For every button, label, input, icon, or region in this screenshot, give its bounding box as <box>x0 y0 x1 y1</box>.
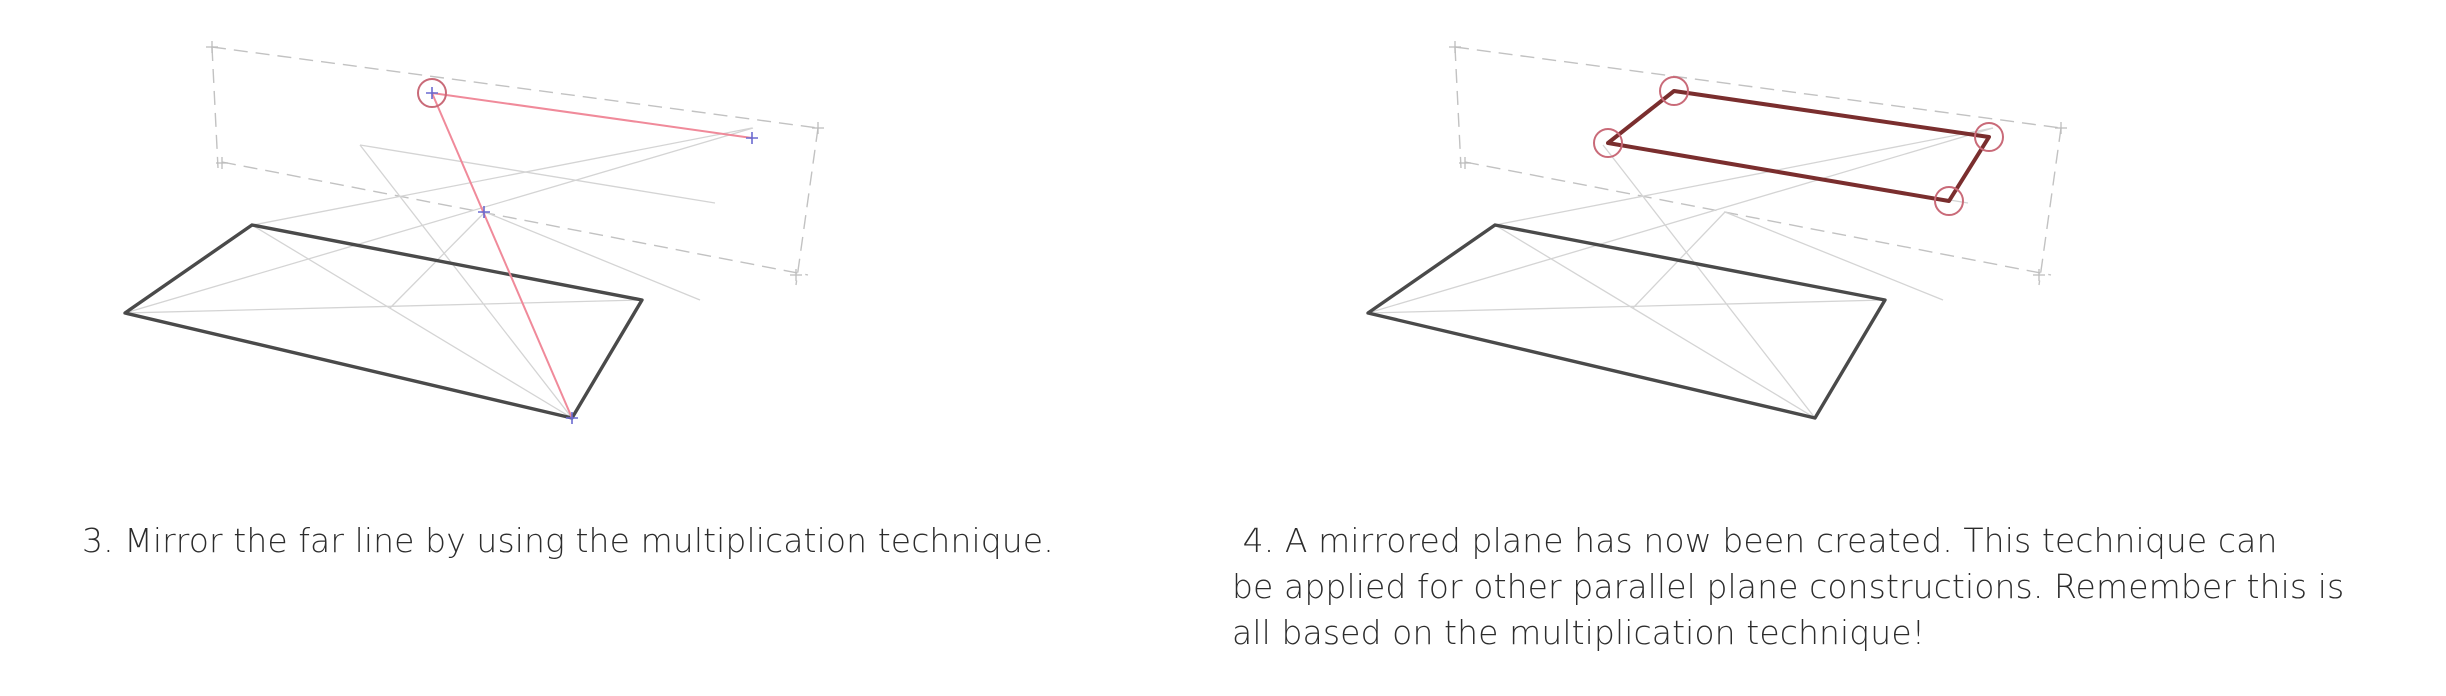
cross-point-marker <box>206 41 218 53</box>
step-4-panel: 4. A mirrored plane has now been created… <box>1223 0 2446 696</box>
circle-highlight-icon <box>1974 122 2004 152</box>
cross-point-marker <box>790 269 802 281</box>
mirrored-far-line <box>431 92 753 139</box>
guide-tick-markers <box>1449 41 2067 281</box>
construction-line <box>1602 144 1816 419</box>
step-4-caption: 4. A mirrored plane has now been created… <box>1232 518 2345 656</box>
step-4-text-line-1: A mirrored plane has now been created. T… <box>1284 521 2278 560</box>
cross-point-marker <box>478 206 490 218</box>
cross-point-marker <box>1449 41 1461 53</box>
cross-point-marker <box>216 157 228 169</box>
cross-point-marker <box>2033 269 2045 281</box>
guide-line-top <box>211 46 819 129</box>
mirror-construction <box>431 92 753 419</box>
base-plane <box>1366 223 1887 420</box>
cross-point-marker <box>426 87 438 99</box>
construction-line <box>1367 127 1994 314</box>
construction-line <box>1494 224 1816 419</box>
cross-point-marker <box>746 132 758 144</box>
base-plane <box>123 223 644 420</box>
cross-point-marker <box>812 122 824 134</box>
construction-line <box>1724 211 1944 301</box>
mirrored-plane <box>1606 89 1991 203</box>
guide-line-bottom <box>1464 161 2052 276</box>
construction-lines <box>1367 127 1994 419</box>
step-3-text: Mirror the far line by using the multipl… <box>124 521 1054 560</box>
guide-line-left-vertical <box>211 46 219 169</box>
construction-line <box>359 144 573 419</box>
circle-highlight-icon <box>417 78 447 108</box>
construction-line <box>1494 127 1994 226</box>
step-3-panel: 3. Mirror the far line by using the mult… <box>82 41 1182 564</box>
cross-point-marker <box>1459 157 1471 169</box>
construction-line <box>484 211 701 301</box>
step-4-diagram <box>1366 41 2067 420</box>
dashed-guide-lines <box>1454 46 2062 286</box>
step-3-number: 3. <box>82 521 114 560</box>
guide-tick-markers <box>206 41 824 281</box>
circle-highlight-icon <box>1593 128 1623 158</box>
construction-line <box>251 224 573 419</box>
guide-line-bottom <box>221 161 809 276</box>
guide-line-right-vertical <box>795 127 819 286</box>
cross-point-marker <box>2055 122 2067 134</box>
step-4-number: 4. <box>1242 521 1275 560</box>
circle-highlight-icon <box>1934 186 1964 216</box>
step-4-text-line-2: be applied for other parallel plane cons… <box>1232 567 2345 606</box>
construction-line <box>124 127 754 314</box>
guide-line-top <box>1454 46 2062 129</box>
point-markers <box>426 87 758 424</box>
step-3-diagram <box>123 41 824 424</box>
circle-highlight-icon <box>1659 76 1689 106</box>
step-4-caption-line-1: 4. A mirrored plane has now been created… <box>1232 518 2282 564</box>
construction-line <box>1367 299 1886 314</box>
guide-line-left-vertical <box>1454 46 1462 169</box>
construction-line <box>359 144 716 204</box>
construction-lines <box>124 127 754 419</box>
guide-line-right-vertical <box>2038 127 2062 286</box>
construction-line <box>252 127 753 226</box>
step-3-caption: 3. Mirror the far line by using the mult… <box>82 518 1182 564</box>
mirror-diagonal-line <box>431 92 573 419</box>
cross-point-marker <box>566 412 578 424</box>
dashed-guide-lines <box>211 46 819 286</box>
construction-line <box>124 299 643 314</box>
corner-highlights <box>1593 76 2004 216</box>
step-4-text-line-3: all based on the multiplication techniqu… <box>1232 613 1926 652</box>
